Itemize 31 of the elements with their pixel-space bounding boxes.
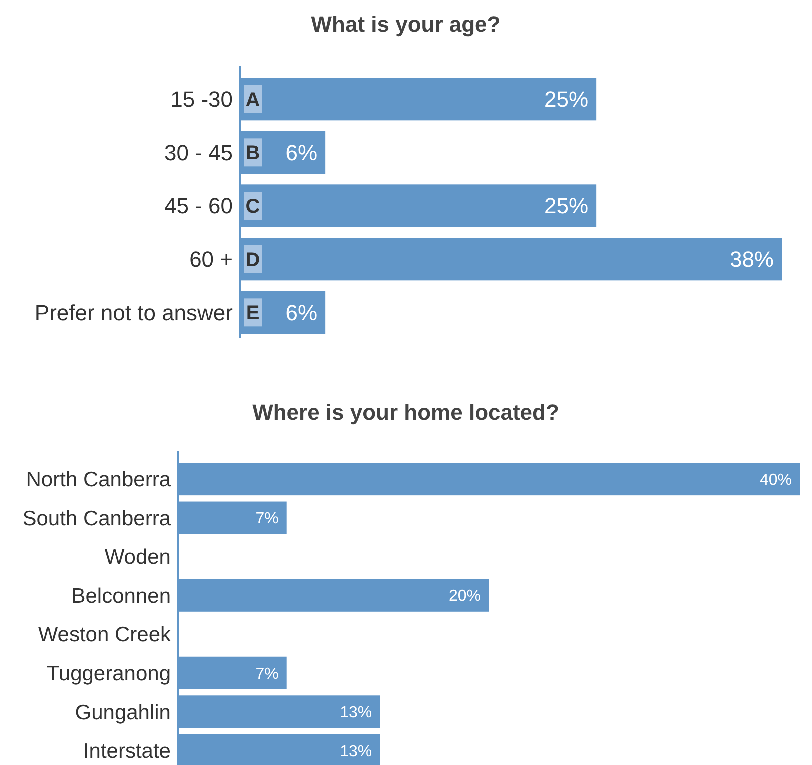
y-tick-label: Prefer not to answer [34,300,233,326]
y-tick-label: 30 - 45 [164,140,233,166]
data-label: 25% [544,87,589,112]
chart-title: Where is your home located? [252,400,560,425]
chart-title: What is your age? [311,12,501,37]
y-tick-label: Weston Creek [38,624,172,647]
annotation: D [246,249,260,272]
annotation: B [246,142,260,165]
data-label: 13% [340,743,372,760]
data-label: 6% [286,300,318,326]
y-tick-label: South Canberra [22,507,172,530]
y-tick-label: 15 -30 [170,87,233,112]
annotation: C [246,196,260,218]
annotation: E [246,302,260,325]
y-tick-label: 60 + [190,247,233,272]
data-label: 25% [544,194,589,219]
data-label: 13% [340,704,372,722]
y-tick-label: Gungahlin [75,701,171,724]
data-label: 6% [286,140,318,166]
data-label: 7% [256,510,279,528]
y-tick-label: Interstate [83,740,171,764]
annotation: A [246,89,260,112]
y-tick-label: 45 - 60 [164,194,233,219]
data-label: 40% [760,472,792,489]
data-label: 20% [448,588,481,606]
y-tick-label: North Canberra [26,468,172,492]
y-tick-label: Belconnen [72,584,171,608]
data-label: 38% [730,247,774,272]
data-label: 7% [256,666,279,683]
y-tick-label: Tuggeranong [46,662,171,686]
y-tick-label: Woden [104,546,171,570]
